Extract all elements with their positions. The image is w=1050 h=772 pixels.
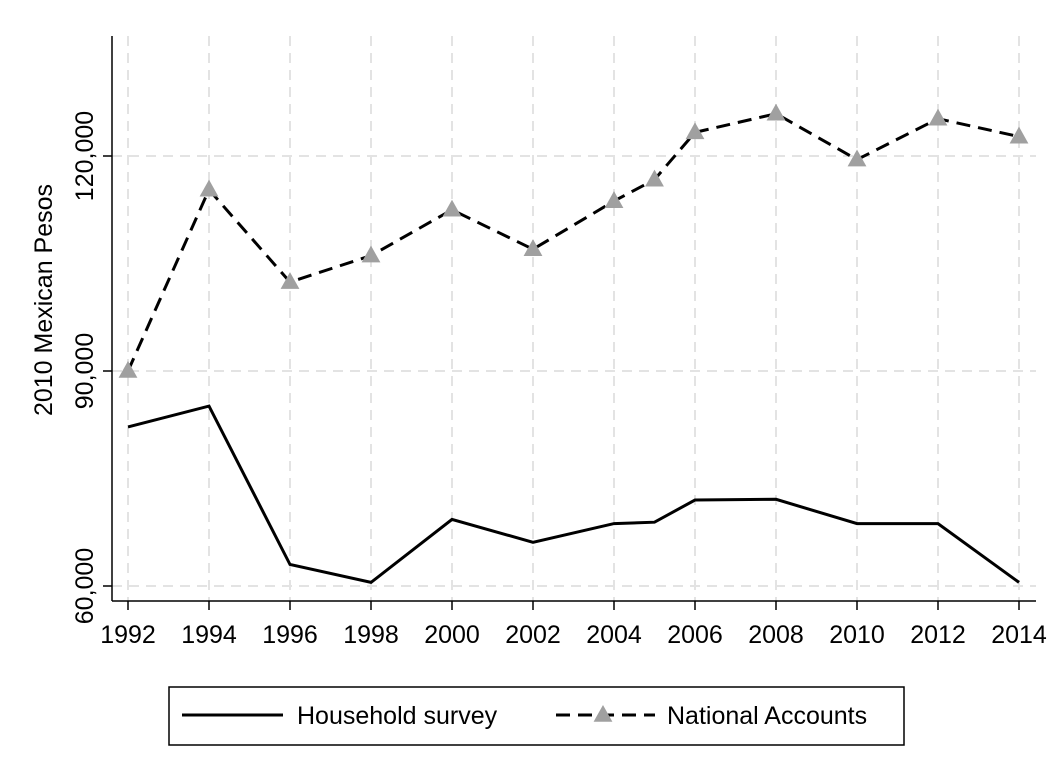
legend-label-household-survey: Household survey: [297, 702, 498, 730]
triangle-marker: [685, 122, 705, 140]
x-tick-label: 2002: [505, 621, 561, 649]
legend: Household survey National Accounts: [168, 686, 905, 746]
triangle-marker: [928, 108, 948, 126]
triangle-marker: [118, 360, 138, 378]
legend-label-national-accounts: National Accounts: [667, 702, 867, 730]
triangle-marker: [361, 245, 381, 263]
x-tick-label: 2014: [991, 621, 1047, 649]
x-tick-label: 1996: [262, 621, 318, 649]
y-axis-title: 2010 Mexican Pesos: [30, 184, 58, 416]
triangle-marker: [1009, 126, 1029, 144]
triangle-marker: [645, 169, 664, 187]
x-tick-label: 1992: [100, 621, 156, 649]
triangle-marker: [604, 191, 624, 208]
triangle-marker: [442, 199, 462, 217]
x-tick-label: 1998: [343, 621, 399, 649]
triangle-marker: [523, 239, 543, 256]
x-tick-label: 1994: [181, 621, 237, 649]
triangle-marker: [280, 272, 300, 289]
legend-triangle-marker: [593, 704, 613, 722]
triangle-marker: [847, 149, 867, 167]
household-survey-line: [127, 404, 1020, 585]
x-tick-label: 2000: [424, 621, 480, 649]
legend-box: [168, 686, 905, 746]
axis-layer: 1992 1994 1996 1998 2000 2002 2004 2006 2008 2010…: [71, 36, 1047, 649]
x-tick-label: 2006: [667, 621, 723, 649]
x-tick-label: 2010: [829, 621, 885, 649]
y-tick-label: 90,000: [71, 333, 99, 409]
triangle-marker: [766, 103, 786, 121]
y-tick-label: 120,000: [71, 111, 99, 201]
x-tick-label: 2004: [586, 621, 642, 649]
x-tick-label: 2012: [910, 621, 966, 649]
series-layer: [118, 103, 1029, 585]
y-tick-label: 60,000: [71, 548, 99, 624]
x-tick-label: 2008: [748, 621, 804, 649]
triangle-marker: [199, 179, 219, 197]
